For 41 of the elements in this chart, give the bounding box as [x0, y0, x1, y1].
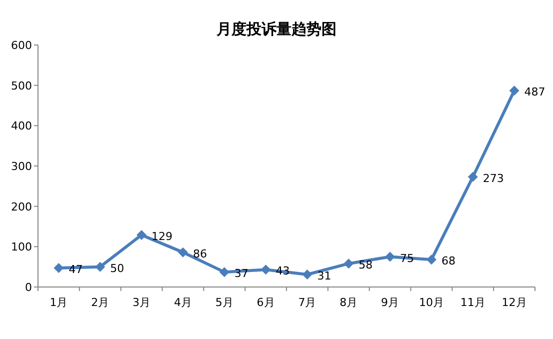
x-tick-label: 1月 [50, 296, 68, 309]
data-label: 43 [276, 264, 290, 278]
x-tick-label: 9月 [381, 296, 400, 309]
data-label: 50 [110, 262, 124, 275]
y-tick-label: 600 [11, 39, 32, 52]
data-label: 86 [192, 247, 207, 260]
x-tick-label: 7月 [298, 296, 316, 309]
x-tick-label: 6月 [256, 296, 275, 309]
x-tick-label: 5月 [215, 296, 234, 309]
y-tick-label: 400 [11, 120, 32, 133]
point [509, 86, 520, 96]
data-label: 273 [482, 172, 504, 185]
y-tick-label: 100 [11, 240, 32, 254]
point [426, 254, 436, 265]
data-label: 487 [524, 86, 546, 99]
x-tick-label: 8月 [340, 296, 358, 309]
x-tick-label: 4月 [174, 296, 192, 309]
point [54, 263, 64, 274]
point [385, 252, 396, 262]
x-tick-label: 12月 [502, 296, 527, 309]
point [260, 264, 271, 275]
point [302, 269, 312, 280]
chart-title: 月度投诉量趋势图 [216, 20, 336, 38]
data-label: 58 [358, 258, 373, 272]
x-tick-label: 3月 [132, 296, 151, 309]
x-tick-label: 11月 [460, 296, 486, 309]
point [178, 247, 188, 258]
data-label: 68 [441, 254, 456, 268]
y-tick-label: 300 [11, 160, 32, 173]
x-tick-label: 10月 [418, 296, 444, 309]
point [468, 172, 478, 182]
data-label: 129 [152, 230, 173, 243]
point [219, 267, 230, 278]
x-tick-label: 2月 [91, 296, 110, 309]
point [344, 258, 354, 269]
y-tick-label: 200 [11, 200, 32, 214]
data-label: 31 [317, 269, 332, 282]
point [136, 230, 147, 240]
y-tick-label: 0 [25, 281, 32, 294]
y-tick-label: 500 [11, 79, 32, 92]
point [95, 262, 106, 272]
